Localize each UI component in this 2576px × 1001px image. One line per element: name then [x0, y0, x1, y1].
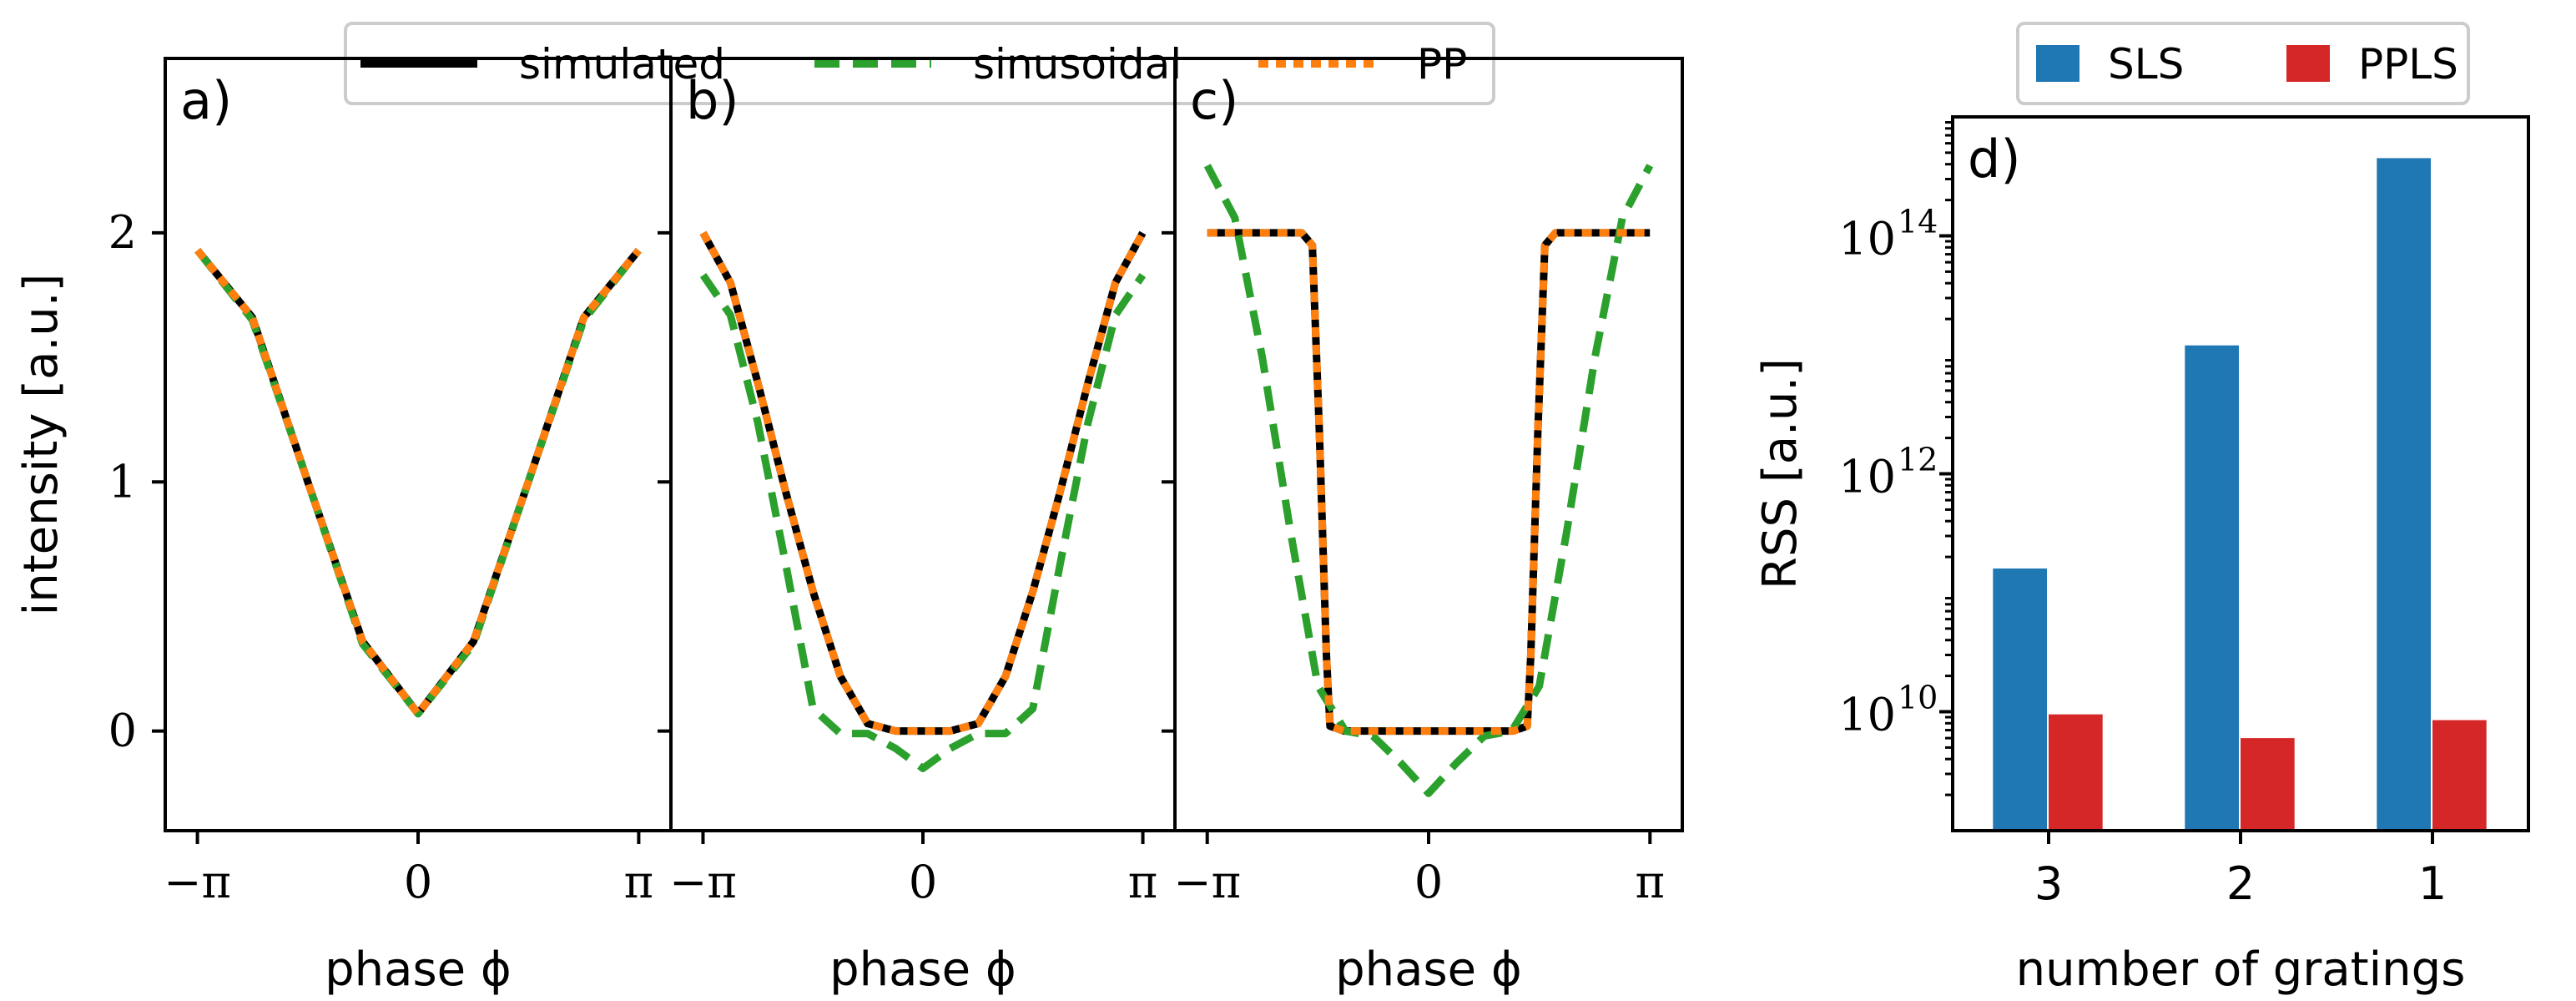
y-tick-label: 2	[108, 206, 137, 259]
series-sinusoidal-line	[699, 273, 1147, 772]
x-tick-label: π	[1128, 856, 1158, 908]
bar-PPLS-2	[2241, 738, 2295, 831]
legend-right: SLS PPLS	[2016, 22, 2470, 105]
series-PP-line	[194, 247, 642, 718]
legend-label: SLS	[2108, 40, 2184, 88]
legend-swatch-SLS	[2036, 45, 2079, 82]
y-tick-label: 0	[108, 705, 137, 757]
x-axis-label: phase ϕ	[325, 943, 512, 997]
x-tick-label: −π	[669, 856, 737, 908]
bar-PPLS-1	[2432, 720, 2487, 831]
x-axis-label: phase ϕ	[1335, 943, 1522, 997]
x-axis-label: number of gratings	[2016, 943, 2466, 997]
x-tick-label: −π	[1173, 856, 1241, 908]
y-axis-label-left: intensity [a.u.]	[14, 274, 68, 616]
y-axis-label: RSS [a.u.]	[1753, 358, 1807, 589]
panel-c: −π 0 π phase ϕ c)	[1162, 57, 1684, 997]
legend-box	[2016, 22, 2470, 105]
series-PP-line	[1207, 229, 1651, 736]
x-tick-label: 0	[1414, 856, 1443, 908]
axes-frame	[669, 57, 1177, 832]
x-tick-label: 0	[404, 856, 432, 908]
axes-frame	[1173, 57, 1684, 832]
x-axis-label: phase ϕ	[829, 943, 1016, 997]
y-tick-label: 10	[1838, 689, 1896, 741]
x-tick-label: 3	[2034, 857, 2063, 910]
legend-label: PP	[1417, 40, 1467, 88]
y-tick-exponent: 14	[1898, 204, 1938, 240]
panel-label: b)	[686, 70, 739, 131]
panel-a: −π 0 π 0 1 2 phase ϕ a)	[108, 57, 673, 997]
x-tick-label: −π	[164, 856, 231, 908]
x-tick-label: 1	[2418, 857, 2447, 910]
bar-SLS-2	[2185, 345, 2239, 831]
legend-label: sinusoidal	[973, 40, 1182, 88]
panel-label: d)	[1968, 129, 2021, 190]
bar-SLS-1	[2377, 158, 2431, 831]
axes-frame	[1951, 115, 2530, 832]
series-sinusoidal-line	[1203, 164, 1654, 797]
legend-label: simulated	[519, 40, 725, 88]
x-tick-label: π	[1636, 856, 1666, 908]
y-tick-exponent: 12	[1898, 442, 1938, 478]
bar-PPLS-3	[2049, 714, 2103, 831]
y-tick-label: 10	[1838, 213, 1896, 265]
series-sinusoidal-line	[194, 248, 642, 718]
y-tick-label: 10	[1838, 451, 1896, 503]
legend-left: simulated sinusoidal PP	[344, 22, 1495, 105]
panel-b: −π 0 π phase ϕ b)	[658, 57, 1177, 997]
y-tick-label: 1	[108, 455, 137, 508]
y-axis-label: intensity [a.u.]	[14, 274, 68, 616]
x-tick-label: 2	[2226, 857, 2255, 910]
x-tick-label: 0	[909, 856, 937, 908]
legend-label: PPLS	[2358, 40, 2458, 88]
panel-label: c)	[1190, 70, 1238, 131]
series-PP-line	[699, 230, 1147, 736]
y-tick-exponent: 10	[1898, 680, 1938, 716]
legend-box	[344, 22, 1495, 105]
bar-SLS-3	[1993, 568, 2047, 831]
series-simulated-line	[194, 247, 642, 718]
series-simulated-line	[1207, 229, 1651, 736]
legend-swatch-PPLS	[2286, 45, 2330, 82]
panel-label: a)	[180, 70, 232, 131]
x-tick-label: π	[624, 856, 654, 908]
